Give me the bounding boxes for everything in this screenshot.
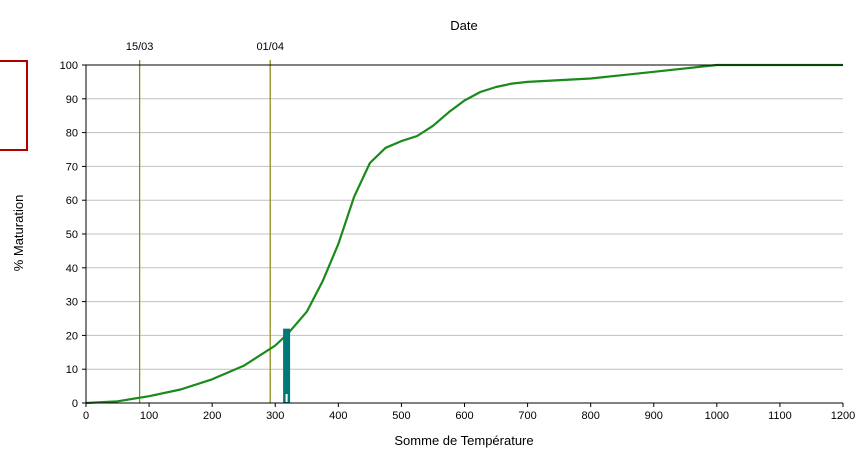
y-tick-label-50: 50 (66, 229, 78, 241)
data-point-22 (527, 81, 529, 83)
x-tick-label-400: 400 (329, 410, 347, 422)
x-tick-label-800: 800 (581, 410, 599, 422)
date-markers: 15/03 01/04 (126, 41, 284, 403)
x-axis-title: Somme de Température (394, 433, 533, 448)
data-point-5 (243, 365, 245, 367)
data-point-15 (416, 135, 418, 137)
data-point-21 (511, 83, 513, 85)
data-point-18 (464, 100, 466, 102)
data-point-2 (148, 395, 150, 397)
data-point-11 (353, 196, 355, 198)
date-label-0: 15/03 (126, 41, 154, 53)
y-tick-label-40: 40 (66, 263, 78, 275)
series-group (85, 63, 843, 405)
data-point-4 (211, 379, 213, 381)
x-tick-label-1100: 1100 (768, 410, 792, 422)
y-tick-label-0: 0 (72, 398, 78, 410)
x-tick-label-300: 300 (266, 410, 284, 422)
data-point-14 (401, 140, 403, 142)
data-point-9 (322, 281, 324, 283)
top-axis-title: Date (450, 18, 477, 33)
data-point-23 (590, 78, 592, 80)
current-marker-notch (285, 394, 288, 402)
y-axis-title: % Maturation (11, 195, 26, 272)
series-line-0 (85, 63, 843, 405)
x-tick-label-700: 700 (518, 410, 536, 422)
data-point-20 (495, 86, 497, 88)
current-marker-bar (283, 328, 291, 403)
data-point-24 (653, 71, 655, 73)
data-point-1 (117, 401, 119, 403)
y-tick-label-30: 30 (66, 297, 78, 309)
data-point-13 (385, 147, 387, 149)
x-tick-label-600: 600 (455, 410, 473, 422)
x-tick-label-500: 500 (392, 410, 410, 422)
y-tick-label-80: 80 (66, 128, 78, 140)
y-tick-label-90: 90 (66, 94, 78, 106)
data-point-12 (369, 162, 371, 164)
x-tick-label-200: 200 (203, 410, 221, 422)
x-tick-label-1200: 1200 (831, 410, 855, 422)
current-marker-group (283, 328, 291, 403)
y-tick-label-70: 70 (66, 161, 78, 173)
y-tick-label-100: 100 (60, 60, 78, 72)
date-label-1: 01/04 (256, 41, 284, 53)
y-tick-labels: 0 10 20 30 40 50 60 70 80 90 100 (60, 60, 78, 410)
y-tick-label-20: 20 (66, 330, 78, 342)
x-tick-label-900: 900 (645, 410, 663, 422)
data-point-17 (448, 112, 450, 114)
data-point-3 (180, 389, 182, 391)
data-point-6 (274, 345, 276, 347)
data-point-16 (432, 125, 434, 127)
data-point-19 (479, 91, 481, 93)
x-tick-labels: 0 100 200 300 400 500 600 700 800 900 1000 1100 1200 (83, 410, 855, 422)
x-tick-label-1000: 1000 (705, 410, 729, 422)
legend-box (0, 60, 28, 151)
data-point-10 (338, 243, 340, 245)
x-tick-label-100: 100 (140, 410, 158, 422)
data-point-8 (306, 311, 308, 313)
x-tick-label-0: 0 (83, 410, 89, 422)
y-tick-label-60: 60 (66, 195, 78, 207)
y-tick-label-10: 10 (66, 364, 78, 376)
axes (82, 64, 844, 407)
